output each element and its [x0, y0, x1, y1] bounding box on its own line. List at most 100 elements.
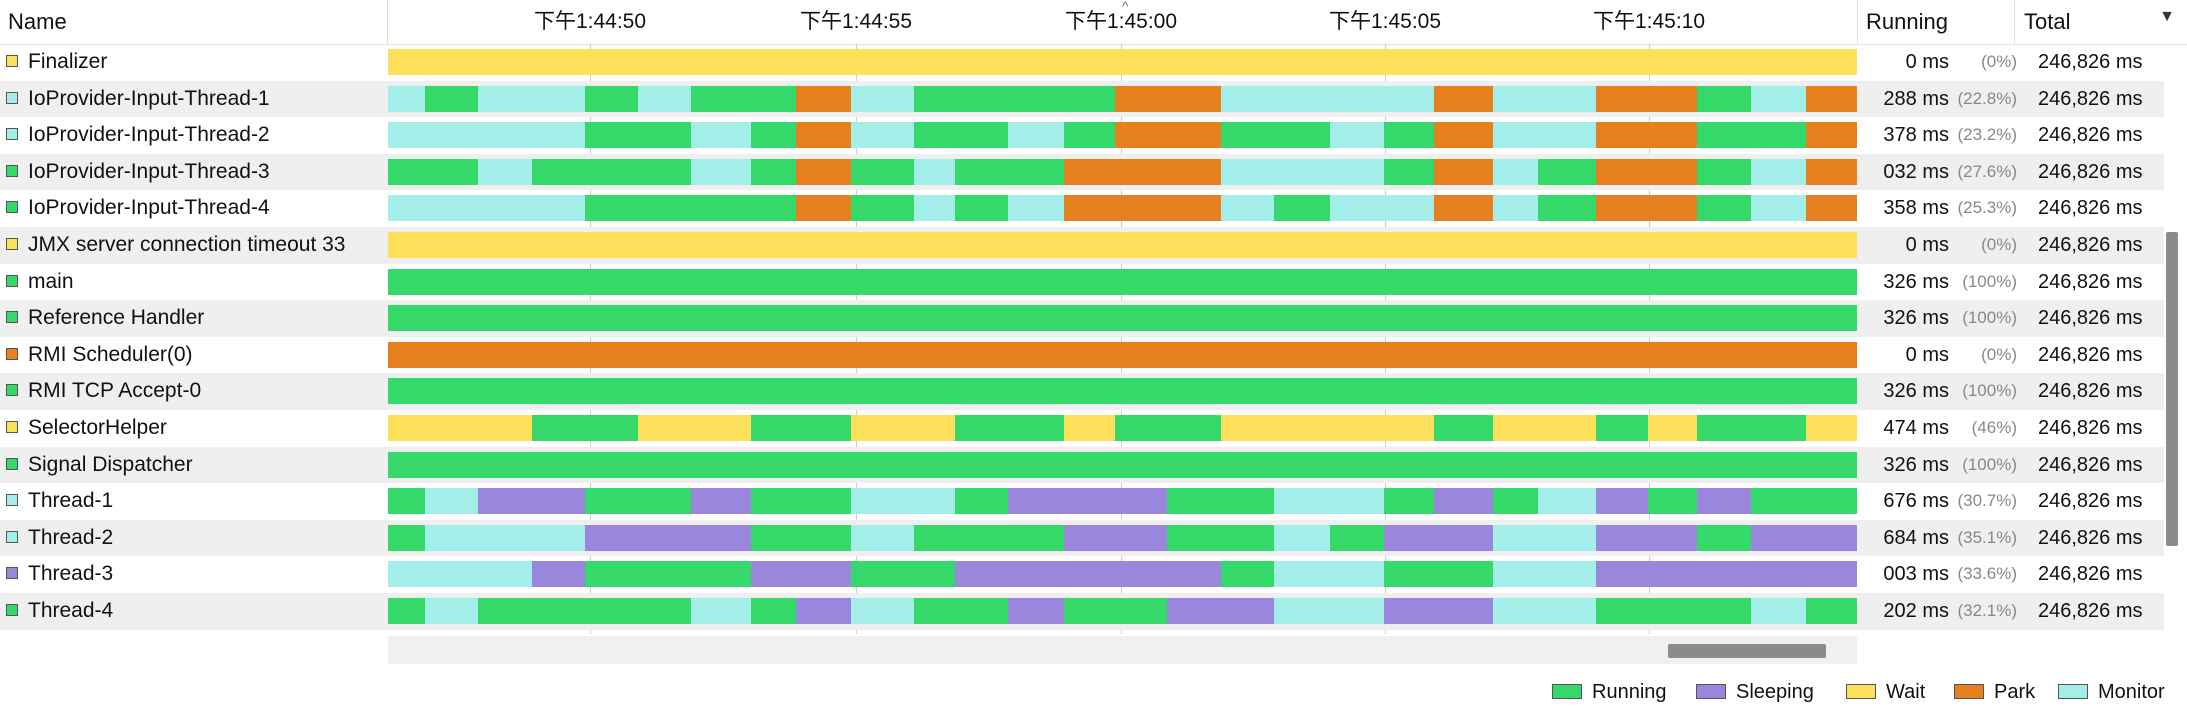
thread-state-swatch	[6, 164, 18, 177]
state-segment-monitor	[1751, 85, 1806, 112]
column-header-total[interactable]: Total	[2024, 9, 2071, 34]
column-header-running[interactable]: Running	[1866, 9, 1948, 34]
running-ms: 326 ms	[1883, 307, 1949, 330]
running-ms: 676 ms	[1883, 490, 1949, 513]
thread-timeline[interactable]	[388, 268, 1857, 295]
state-segment-monitor	[1493, 122, 1596, 149]
state-segment-monitor	[1493, 85, 1596, 112]
thread-row[interactable]: IoProvider-Input-Thread-3 032 ms (27.6%) 24…	[0, 153, 2164, 191]
legend-swatch	[1846, 684, 1876, 699]
thread-timeline[interactable]	[388, 49, 1857, 75]
running-cell: 326 ms (100%)	[1858, 264, 2027, 300]
state-segment-monitor	[691, 598, 751, 624]
thread-timeline[interactable]	[388, 85, 1857, 112]
column-divider[interactable]	[2014, 0, 2015, 44]
total-ms: 246,826 ms	[2038, 160, 2143, 183]
thread-timeline[interactable]	[388, 415, 1857, 441]
column-divider[interactable]	[1857, 0, 1858, 44]
state-segment-park	[1434, 85, 1493, 112]
state-segment-sleeping	[1596, 561, 1857, 588]
thread-state-swatch	[6, 274, 18, 287]
thread-timeline[interactable]	[388, 451, 1857, 478]
thread-row[interactable]: IoProvider-Input-Thread-4 358 ms (25.3%) 24…	[0, 190, 2164, 227]
state-segment-running	[1064, 598, 1167, 624]
state-segment-running	[914, 524, 1064, 551]
running-percent: (33.6%)	[1957, 564, 2017, 584]
column-menu-dropdown-icon[interactable]: ▼	[2159, 8, 2175, 25]
thread-row[interactable]: Thread-2 684 ms (35.1%) 246,826 ms	[0, 519, 2164, 557]
thread-name: IoProvider-Input-Thread-1	[28, 86, 270, 110]
column-header-name[interactable]: Name	[8, 9, 67, 34]
thread-timeline[interactable]	[388, 488, 1857, 515]
thread-name: SelectorHelper	[28, 416, 167, 439]
thread-row[interactable]: RMI Scheduler(0) 0 ms (0%) 246,826 ms	[0, 337, 2164, 374]
thread-state-swatch	[6, 567, 18, 580]
thread-timeline[interactable]	[388, 122, 1857, 149]
thread-timeline[interactable]	[388, 195, 1857, 222]
running-ms: 684 ms	[1883, 526, 1949, 549]
thread-state-swatch	[6, 457, 18, 470]
state-segment-monitor	[851, 524, 914, 551]
thread-row[interactable]: RMI TCP Accept-0 326 ms (100%) 246,826 ms	[0, 373, 2164, 410]
thread-row[interactable]: Finalizer 0 ms (0%) 246,826 ms	[0, 44, 2164, 81]
thread-timeline[interactable]	[388, 305, 1857, 332]
thread-state-swatch	[6, 347, 18, 360]
thread-row[interactable]: SelectorHelper 474 ms (46%) 246,826 ms	[0, 410, 2164, 447]
legend-swatch	[2058, 684, 2088, 699]
state-segment-wait	[388, 49, 1857, 75]
thread-row[interactable]: Thread-1 676 ms (30.7%) 246,826 ms	[0, 483, 2164, 520]
legend-label: Running	[1592, 681, 1667, 703]
gridline	[1649, 44, 1650, 634]
state-segment-running	[585, 488, 691, 515]
thread-state-swatch	[6, 201, 18, 214]
thread-row[interactable]: Thread-3 003 ms (33.6%) 246,826 ms	[0, 556, 2164, 593]
thread-row[interactable]: main 326 ms (100%) 246,826 ms	[0, 264, 2164, 301]
thread-name: Finalizer	[28, 50, 108, 73]
running-ms: 474 ms	[1883, 417, 1949, 439]
thread-timeline[interactable]	[388, 561, 1857, 588]
thread-row[interactable]: JMX server connection timeout 33 0 ms (0%)…	[0, 227, 2164, 264]
state-segment-sleeping	[1167, 598, 1274, 624]
thread-timeline[interactable]	[388, 232, 1857, 258]
thread-timeline[interactable]	[388, 158, 1857, 185]
thread-row[interactable]: IoProvider-Input-Thread-1 288 ms (22.8%) 24…	[0, 80, 2164, 118]
state-segment-park	[1806, 122, 1857, 149]
thread-row[interactable]: Thread-4 202 ms (32.1%) 246,826 ms	[0, 593, 2164, 630]
state-segment-monitor	[1274, 524, 1330, 551]
time-tick-label: 下午1:44:55	[799, 10, 913, 33]
running-percent: (25.3%)	[1957, 198, 2017, 218]
thread-state-swatch	[6, 91, 18, 104]
state-segment-running	[1384, 122, 1434, 149]
thread-row[interactable]: Signal Dispatcher 326 ms (100%) 246,826 ms	[0, 446, 2164, 484]
state-segment-running	[751, 598, 796, 624]
horizontal-scrollbar-track[interactable]	[388, 636, 1857, 664]
horizontal-scrollbar-thumb[interactable]	[1668, 644, 1826, 658]
state-segment-monitor	[425, 524, 585, 551]
running-cell: 003 ms (33.6%)	[1858, 556, 2027, 592]
state-segment-sleeping	[1697, 488, 1751, 515]
state-segment-running	[585, 561, 751, 588]
state-segment-monitor	[638, 85, 691, 112]
thread-timeline[interactable]	[388, 341, 1857, 368]
vertical-scrollbar[interactable]	[2166, 232, 2178, 546]
thread-row[interactable]: Reference Handler 326 ms (100%) 246,826 ms	[0, 300, 2164, 337]
thread-name: IoProvider-Input-Thread-2	[28, 123, 270, 147]
total-ms: 246,826 ms	[2038, 234, 2143, 256]
running-cell: 326 ms (100%)	[1858, 447, 2027, 483]
state-segment-park	[796, 122, 851, 149]
thread-timeline[interactable]	[388, 524, 1857, 551]
table-header: Name 下午1:44:50 下午1:44:55 下午1:45:00 下午1:45:0…	[0, 0, 2187, 45]
state-segment-wait	[638, 415, 751, 441]
thread-timeline[interactable]	[388, 598, 1857, 624]
state-segment-monitor	[425, 488, 478, 515]
state-segment-wait	[1221, 415, 1434, 441]
total-ms: 246,826 ms	[2038, 124, 2143, 147]
state-segment-running	[388, 305, 1857, 332]
column-divider[interactable]	[387, 0, 388, 44]
thread-timeline[interactable]	[388, 378, 1857, 405]
state-segment-running	[1384, 158, 1434, 185]
thread-row[interactable]: IoProvider-Input-Thread-2 378 ms (23.2%) 24…	[0, 117, 2164, 154]
state-segment-running	[1167, 488, 1274, 515]
running-ms: 326 ms	[1883, 270, 1949, 293]
state-segment-sleeping	[1384, 598, 1493, 624]
